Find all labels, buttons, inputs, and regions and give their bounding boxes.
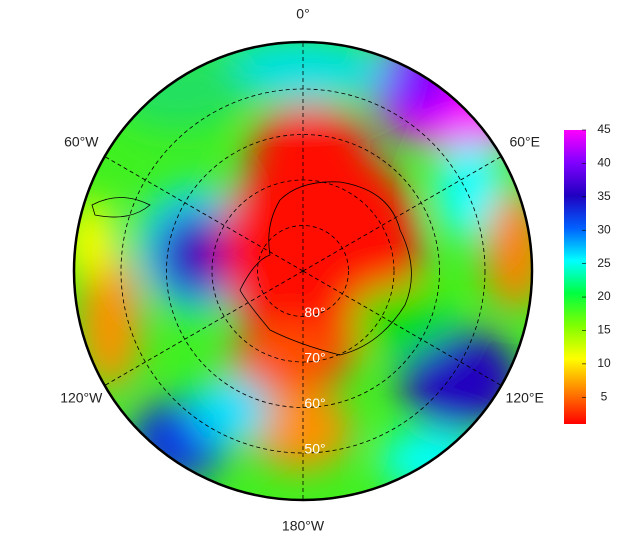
longitude-label: 180°W <box>282 518 325 534</box>
labels: 0° 60°E 120°E 180°W 120°W 60°W 80° 70° 60° 50° <box>60 6 544 534</box>
field <box>74 42 532 500</box>
parallel <box>257 225 349 317</box>
colorbar-tick-label: 35 <box>597 189 611 203</box>
meridian <box>104 156 304 272</box>
colorbar-scale <box>564 130 586 424</box>
longitude-label: 60°W <box>64 134 99 150</box>
colorbar-tick-label: 30 <box>597 222 611 236</box>
parallel <box>166 134 440 408</box>
colorbar-tick-label: 15 <box>597 323 611 337</box>
colorbar-tick-label: 25 <box>597 256 611 270</box>
colorbar-tick-label: 45 <box>597 122 611 136</box>
colorbar-tick-label: 40 <box>597 156 611 170</box>
colorbar: 5 10 15 20 25 30 35 40 45 <box>564 122 611 424</box>
graticule <box>104 42 502 500</box>
latitude-label: 60° <box>304 395 325 411</box>
colorbar-tick-label: 5 <box>601 389 608 403</box>
parallel <box>120 88 486 454</box>
longitude-label: 0° <box>296 6 309 22</box>
longitude-label: 120°W <box>60 390 103 406</box>
latitude-label: 70° <box>304 350 325 366</box>
meridian <box>302 270 502 386</box>
map-border <box>72 40 534 502</box>
meridian <box>302 156 502 272</box>
latitude-label: 50° <box>304 441 325 457</box>
longitude-label: 120°E <box>506 390 544 406</box>
meridian <box>104 270 304 386</box>
colorbar-tick-label: 10 <box>597 356 611 370</box>
latitude-label: 80° <box>304 304 325 320</box>
longitude-label: 60°E <box>509 134 540 150</box>
colorbar-tick-label: 20 <box>597 289 611 303</box>
parallel <box>211 179 395 363</box>
